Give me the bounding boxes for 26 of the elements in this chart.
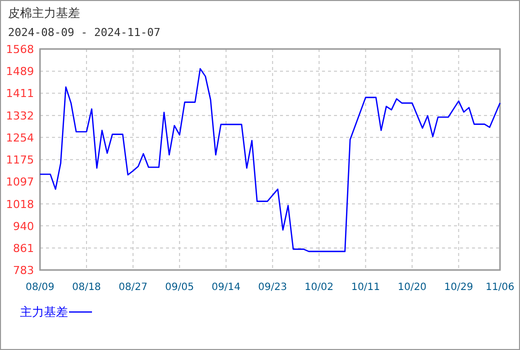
x-tick-label: 09/05 bbox=[165, 282, 194, 293]
x-tick-label: 09/14 bbox=[212, 282, 240, 293]
x-tick-label: 11/06 bbox=[486, 282, 514, 293]
x-tick-label: 10/02 bbox=[304, 282, 334, 293]
x-tick-label: 08/09 bbox=[26, 282, 54, 293]
y-tick-label: 1568 bbox=[6, 43, 34, 56]
chart-title: 皮棉主力基差 bbox=[8, 6, 80, 20]
line-series bbox=[39, 68, 501, 252]
x-tick-label: 09/23 bbox=[258, 282, 287, 293]
chart-subtitle: 2024-08-09 - 2024-11-07 bbox=[8, 26, 160, 39]
y-tick-label: 1254 bbox=[6, 131, 34, 144]
y-tick-label: 1489 bbox=[6, 65, 34, 78]
x-tick-label: 10/11 bbox=[351, 282, 380, 293]
y-tick-label: 1411 bbox=[6, 87, 34, 100]
y-tick-label: 861 bbox=[13, 242, 34, 256]
legend-label: 主力基差 bbox=[20, 305, 68, 319]
x-tick-label: 08/27 bbox=[118, 282, 148, 293]
x-tick-label: 10/29 bbox=[444, 282, 474, 293]
x-tick-label: 10/20 bbox=[398, 282, 427, 293]
y-tick-label: 1097 bbox=[6, 176, 34, 189]
y-tick-label: 783 bbox=[13, 264, 34, 277]
y-tick-label: 940 bbox=[13, 220, 34, 233]
y-tick-label: 1018 bbox=[6, 198, 34, 211]
y-tick-label: 1332 bbox=[6, 109, 34, 122]
x-tick-label: 08/18 bbox=[72, 282, 101, 293]
y-tick-label: 1175 bbox=[6, 154, 34, 167]
